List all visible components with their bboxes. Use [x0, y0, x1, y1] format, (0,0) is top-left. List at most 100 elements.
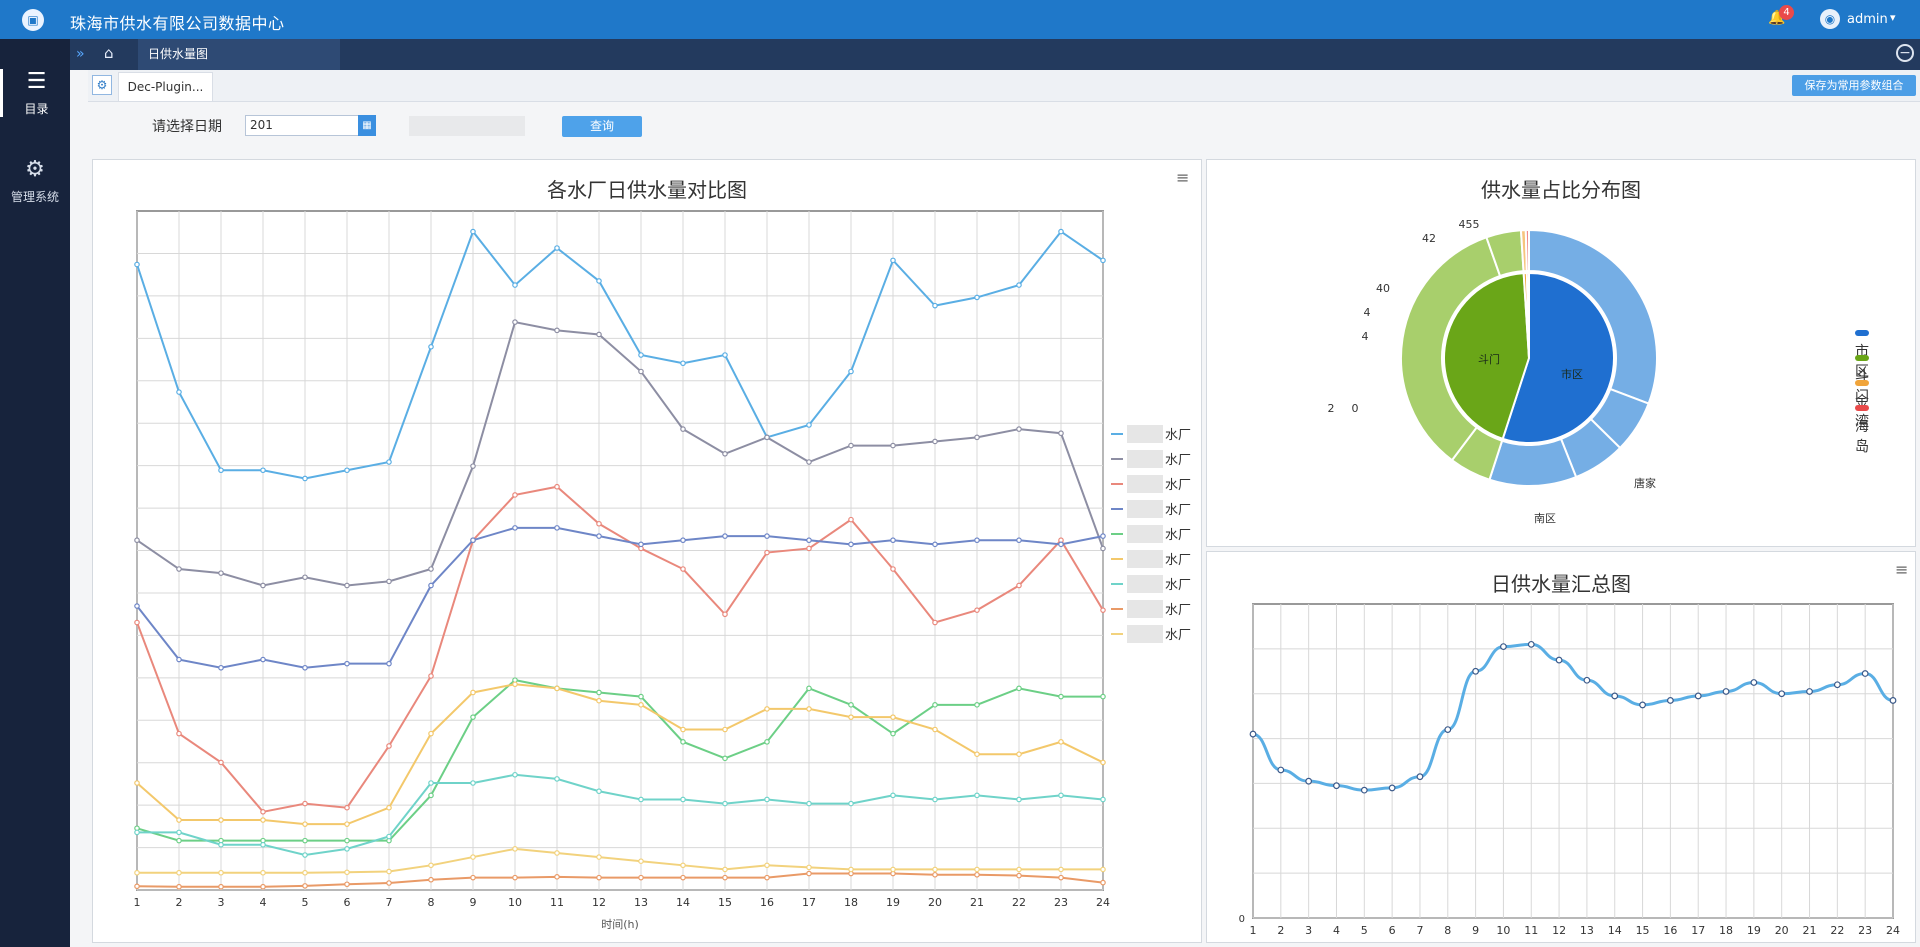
data-point	[722, 450, 728, 457]
tab-daily-supply[interactable]: 日供水量图	[138, 39, 340, 70]
y-tick-label: 0	[1239, 914, 1245, 925]
data-point	[218, 883, 224, 890]
data-point	[470, 780, 476, 786]
data-point	[1472, 667, 1480, 675]
data-point	[1016, 866, 1022, 873]
sidebar-item-management[interactable]: ⚙ 管理系统	[0, 157, 70, 205]
data-point	[1861, 670, 1869, 677]
legend-label: 水厂	[1165, 528, 1191, 543]
pie-slice	[1443, 272, 1531, 441]
data-point	[176, 389, 182, 395]
data-point	[596, 278, 602, 284]
data-point	[386, 459, 392, 465]
series-line	[136, 320, 1104, 587]
data-point	[428, 566, 434, 572]
data-point	[1555, 656, 1563, 664]
chevron-down-icon[interactable]: ▾	[1890, 11, 1896, 24]
data-point	[386, 660, 392, 667]
data-point	[1333, 782, 1340, 790]
data-point	[1100, 796, 1106, 803]
data-point	[638, 858, 644, 864]
data-point	[386, 578, 392, 585]
data-point	[638, 352, 644, 358]
tab-dec-plugin[interactable]: Dec-Plugin...	[118, 72, 213, 101]
pie-outer-slice	[1528, 228, 1658, 405]
save-params-button[interactable]: 保存为常用参数组合	[1792, 75, 1916, 96]
data-point	[596, 697, 602, 704]
x-tick-label: 1	[134, 896, 141, 909]
user-avatar-icon[interactable]: ◉	[1820, 9, 1840, 29]
pie-chart-panel: 供水量占比分布图 455 42 40 4 4 2 0 唐家 南区 市区 斗门 市区 斗门 金湾 海岛	[1206, 159, 1916, 547]
main-chart-title: 各水厂日供水量对比图	[547, 178, 747, 202]
data-point	[176, 883, 182, 890]
parameter-toggle-button[interactable]: ⚙	[92, 75, 112, 95]
data-point	[764, 549, 770, 556]
x-tick-label: 9	[1472, 924, 1479, 937]
data-point	[890, 792, 896, 799]
legend-swatch	[1855, 355, 1869, 361]
data-point	[1388, 784, 1396, 792]
data-point	[848, 714, 854, 720]
data-point	[260, 656, 266, 663]
data-point	[1016, 796, 1022, 803]
data-point	[1058, 792, 1064, 799]
date-input[interactable]: 201	[245, 115, 362, 136]
data-point	[344, 804, 350, 811]
data-point	[302, 869, 308, 876]
sidebar-item-catalog[interactable]: ☰ 目录	[0, 69, 70, 117]
data-point	[974, 866, 980, 873]
x-tick-label: 8	[1444, 924, 1451, 937]
data-point	[386, 868, 392, 875]
data-point	[974, 871, 980, 878]
data-point	[386, 880, 392, 886]
data-point	[1833, 681, 1841, 689]
collapse-tabs-icon[interactable]: −	[1896, 44, 1914, 62]
data-point	[134, 829, 140, 836]
x-tick-label: 9	[470, 896, 477, 909]
chart-menu-icon[interactable]: ≡	[1895, 560, 1909, 579]
data-point	[470, 228, 476, 235]
x-tick-label: 16	[760, 896, 774, 909]
legend-label: 水厂	[1165, 453, 1191, 468]
data-point	[932, 726, 938, 733]
x-tick-label: 13	[634, 896, 648, 909]
query-button[interactable]: 查询	[562, 116, 642, 137]
data-point	[260, 869, 266, 876]
data-point	[806, 706, 812, 712]
legend-label: 水厂	[1165, 478, 1191, 493]
data-point	[932, 796, 938, 803]
data-point	[176, 869, 182, 876]
user-name[interactable]: admin	[1847, 12, 1888, 27]
data-point	[470, 689, 476, 696]
data-point	[1277, 766, 1285, 774]
data-point	[680, 537, 686, 544]
data-point	[302, 475, 308, 482]
data-point	[722, 866, 728, 873]
x-tick-label: 17	[1691, 924, 1705, 937]
data-point	[1583, 676, 1591, 684]
pie-outer-label: 4	[1362, 330, 1369, 343]
x-tick-label: 11	[1524, 924, 1538, 937]
data-point	[218, 869, 224, 876]
calendar-icon[interactable]: ▦	[358, 115, 376, 136]
data-point	[806, 870, 812, 877]
home-icon[interactable]: ⌂	[104, 44, 114, 62]
legend-item[interactable]: 海岛	[1855, 400, 1873, 456]
expand-icon[interactable]: »	[76, 46, 85, 62]
chart-menu-icon[interactable]: ≡	[1176, 168, 1190, 187]
legend-redacted	[1127, 450, 1163, 468]
data-point	[596, 331, 602, 338]
x-tick-label: 18	[844, 896, 858, 909]
legend-redacted	[1127, 550, 1163, 568]
x-tick-label: 19	[1747, 924, 1761, 937]
data-point	[848, 516, 854, 523]
data-point	[764, 706, 770, 712]
data-point	[134, 780, 140, 786]
data-point	[1444, 726, 1452, 734]
data-point	[1100, 693, 1106, 700]
data-point	[722, 874, 728, 881]
data-point	[1058, 693, 1064, 700]
data-point	[1058, 866, 1064, 873]
data-point	[1889, 697, 1897, 704]
